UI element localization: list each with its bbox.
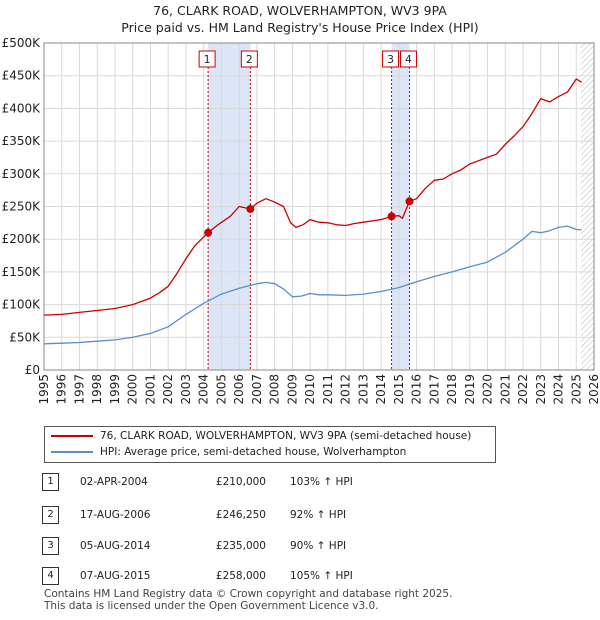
sale-hpi-change: 105% ↑ HPI [290, 570, 353, 582]
sale-hpi-change: 92% ↑ HPI [290, 509, 347, 521]
legend-hpi-line [51, 451, 93, 453]
x-tick-label: 1998 [90, 374, 104, 405]
x-tick-label: 2010 [303, 374, 317, 405]
y-tick-label: £0 [25, 363, 40, 377]
x-tick-label: 2006 [232, 374, 246, 405]
y-tick-label: £200K [2, 232, 42, 246]
x-tick-label: 2021 [498, 374, 512, 405]
y-tick-label: £400K [2, 101, 42, 115]
chart-title: 76, CLARK ROAD, WOLVERHAMPTON, WV3 9PA [153, 3, 447, 18]
x-tick-label: 1995 [37, 374, 51, 405]
x-tick-label: 2007 [250, 374, 264, 405]
sale-point [246, 204, 255, 213]
x-tick-label: 2003 [179, 374, 193, 405]
x-tick-label: 2000 [126, 374, 140, 405]
x-tick-label: 2022 [516, 374, 530, 405]
legend-property-line [51, 435, 93, 437]
x-tick-label: 2004 [197, 374, 211, 405]
sale-label-box [240, 50, 258, 68]
legend: 76, CLARK ROAD, WOLVERHAMPTON, WV3 9PA (… [44, 426, 496, 463]
x-tick-label: 2018 [445, 374, 459, 405]
y-tick-label: £300K [2, 167, 42, 181]
legend-property-label: 76, CLARK ROAD, WOLVERHAMPTON, WV3 9PA (… [100, 430, 472, 442]
x-tick-label: 2026 [587, 374, 600, 405]
x-tick-label: 2005 [214, 374, 228, 405]
footer-copyright: Contains HM Land Registry data © Crown c… [44, 588, 453, 600]
sale-price: £210,000 [215, 476, 266, 488]
sale-number-badge: 4 [42, 567, 59, 585]
x-tick-label: 2015 [392, 374, 406, 405]
y-tick-label: £150K [2, 265, 42, 279]
sale-row: 3 05-AUG-2014 £235,000 90% ↑ HPI [0, 536, 600, 556]
x-tick-label: 2025 [569, 374, 583, 405]
y-tick-label: £250K [2, 200, 42, 214]
sale-row: 2 17-AUG-2006 £246,250 92% ↑ HPI [0, 505, 600, 525]
sale-number-badge: 3 [42, 537, 59, 555]
sale-row: 1 02-APR-2004 £210,000 103% ↑ HPI [0, 472, 600, 492]
x-tick-label: 2016 [410, 374, 424, 405]
x-tick-label: 2001 [143, 374, 157, 405]
sale-date: 02-APR-2004 [80, 476, 148, 488]
y-tick-label: £450K [2, 69, 42, 83]
x-tick-label: 2011 [321, 374, 335, 405]
y-tick-label: £500K [2, 36, 42, 50]
x-tick-label: 2013 [356, 374, 370, 405]
x-tick-label: 2012 [339, 374, 353, 405]
hpi-line [43, 225, 582, 345]
sale-label-number: 1 [204, 54, 211, 66]
sale-hpi-change: 90% ↑ HPI [290, 540, 347, 552]
sale-number-badge: 1 [42, 473, 59, 491]
sale-label-box [399, 50, 417, 68]
x-tick-label: 2009 [285, 374, 299, 405]
x-tick-label: 2020 [481, 374, 495, 405]
x-tick-label: 2019 [463, 374, 477, 405]
x-tick-label: 2002 [161, 374, 175, 405]
sale-number-badge: 2 [42, 506, 59, 524]
x-tick-label: 2017 [427, 374, 441, 405]
footer-licence: This data is licensed under the Open Gov… [44, 600, 379, 612]
sale-point [387, 212, 396, 221]
sale-row: 4 07-AUG-2015 £258,000 105% ↑ HPI [0, 566, 600, 586]
sale-point [405, 197, 414, 206]
y-tick-label: £100K [2, 298, 42, 312]
x-tick-label: 1997 [72, 374, 86, 405]
x-tick-label: 1996 [55, 374, 69, 405]
sale-label-box [382, 50, 400, 68]
sale-date: 07-AUG-2015 [80, 570, 151, 582]
sale-label-box [198, 50, 216, 68]
plot-frame [43, 42, 595, 371]
sale-price: £258,000 [215, 570, 266, 582]
sale-date: 05-AUG-2014 [80, 540, 151, 552]
x-tick-label: 2014 [374, 374, 388, 405]
chart-subtitle: Price paid vs. HM Land Registry's House … [121, 20, 479, 35]
sale-label-number: 3 [387, 54, 394, 66]
footer: Contains HM Land Registry data © Crown c… [44, 588, 452, 612]
sale-date: 17-AUG-2006 [80, 509, 151, 521]
sale-label-number: 2 [246, 54, 253, 66]
x-tick-label: 2023 [534, 374, 548, 405]
sale-hpi-change: 103% ↑ HPI [290, 476, 353, 488]
x-tick-label: 1999 [108, 374, 122, 405]
property-price-line [43, 78, 582, 316]
price-chart: £0 £50K £100K £150K £200K £250K £300K £350K £400… [2, 36, 600, 405]
sale-point [204, 228, 213, 237]
legend-hpi-label: HPI: Average price, semi-detached house,… [100, 446, 407, 458]
x-tick-label: 2008 [268, 374, 282, 405]
sale-price: £235,000 [215, 540, 266, 552]
sale-price: £246,250 [215, 509, 266, 521]
y-tick-label: £50K [9, 330, 41, 344]
x-tick-label: 2024 [552, 374, 566, 405]
sale-label-number: 4 [405, 54, 412, 66]
y-tick-label: £350K [2, 134, 42, 148]
